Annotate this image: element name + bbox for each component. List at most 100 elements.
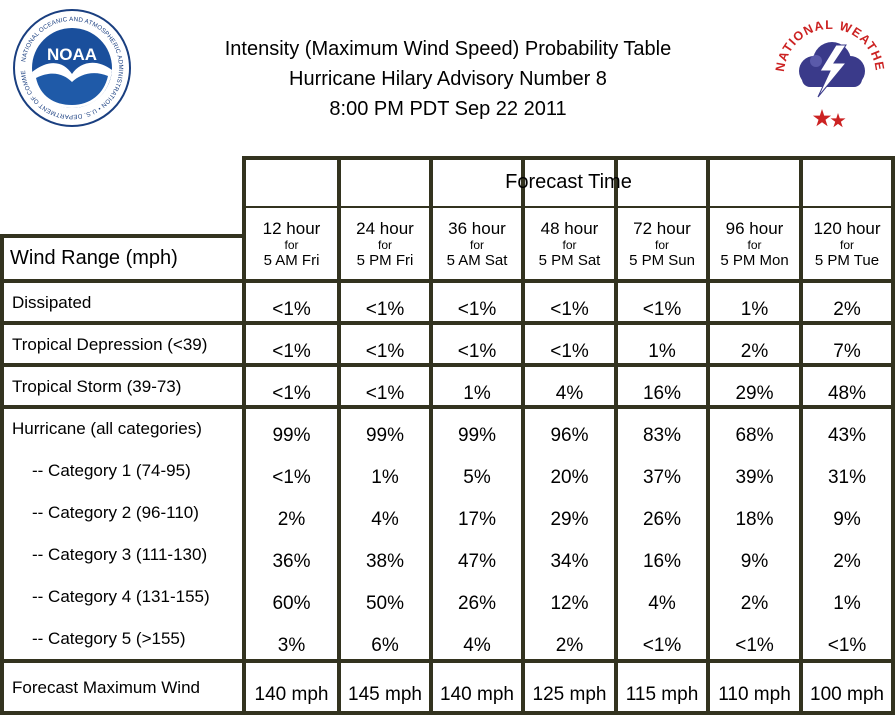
column-divider (891, 156, 895, 714)
column-when: 5 PM Mon (720, 252, 789, 269)
table-cell: 18% (735, 509, 774, 530)
table-cell: 115 mph (625, 684, 699, 705)
left-border (0, 234, 4, 714)
table-cell: 50% (365, 593, 405, 614)
table-cell: 1% (833, 593, 861, 614)
forecast-top-border (242, 156, 895, 160)
table-cell: 2% (277, 509, 306, 530)
column-for: for (469, 238, 484, 252)
row-divider (0, 711, 895, 715)
table-cell: <1% (272, 299, 311, 320)
table-cell: 12% (550, 593, 589, 614)
forecast-time-separator (244, 206, 893, 208)
table-cell: <1% (550, 341, 589, 362)
column-divider (242, 156, 246, 714)
noaa-logo-text: NOAA (47, 45, 97, 64)
title-line-1: Intensity (Maximum Wind Speed) Probabili… (224, 38, 672, 60)
row-divider (0, 321, 895, 325)
table-cell: <1% (272, 341, 311, 362)
table-cell: 5% (463, 467, 491, 488)
table-cell: <1% (365, 341, 405, 362)
table-cell: 16% (642, 551, 682, 572)
table-cell: 36% (272, 551, 311, 572)
row-label: -- Category 5 (>155) (32, 629, 186, 648)
row-divider (0, 405, 895, 409)
column-header: 36 hour for 5 AM Sat (433, 219, 521, 269)
column-hours: 96 hour (725, 219, 784, 238)
column-divider (429, 156, 433, 714)
table-cell: <1% (457, 299, 497, 320)
table-cell: 2% (555, 635, 584, 656)
table-cell: 110 mph (718, 684, 791, 705)
row-label: Tropical Depression (<39) (12, 335, 208, 354)
row-label: Dissipated (12, 293, 92, 312)
table-cell: <1% (550, 299, 589, 320)
row-label: -- Category 1 (74-95) (32, 461, 191, 480)
table-cell: 1% (463, 383, 491, 404)
title-line-3: 8:00 PM PDT Sep 22 2011 (329, 98, 567, 120)
column-hours: 12 hour (262, 219, 321, 238)
table-cell: 47% (457, 551, 497, 572)
row-label: Hurricane (all categories) (12, 419, 202, 438)
column-when: 5 AM Sat (446, 252, 508, 269)
table-cell: 145 mph (348, 684, 422, 705)
row-label: -- Category 3 (111-130) (32, 545, 208, 564)
table-cell: <1% (827, 635, 867, 656)
table-cell: 7% (833, 341, 861, 362)
table-cell: <1% (272, 383, 311, 404)
table-cell: 48% (827, 383, 867, 404)
row-divider (0, 659, 895, 663)
wind-range-header: Wind Range (mph) (10, 247, 178, 269)
column-divider (799, 156, 803, 714)
column-hours: 24 hour (356, 219, 414, 238)
column-for: for (377, 238, 392, 252)
column-for: for (839, 238, 854, 252)
table-cell: <1% (365, 383, 405, 404)
wind-range-top-border (0, 234, 244, 238)
column-divider (521, 156, 525, 714)
row-divider (0, 279, 895, 283)
column-when: 5 PM Sun (629, 252, 695, 269)
row-label: -- Category 4 (131-155) (32, 587, 210, 606)
table-cell: 99% (457, 425, 497, 446)
table-cell: 6% (371, 635, 399, 656)
column-header: 12 hour for 5 AM Fri (246, 219, 337, 269)
table-cell: 100 mph (810, 684, 884, 705)
table-cell: 140 mph (254, 684, 329, 705)
column-divider (614, 156, 618, 714)
table-cell: <1% (642, 635, 682, 656)
table-cell: 96% (550, 425, 589, 446)
table-cell: 99% (272, 425, 311, 446)
table-cell: 39% (735, 467, 774, 488)
table-cell: <1% (457, 341, 497, 362)
table-cell: 37% (642, 467, 682, 488)
column-divider (706, 156, 710, 714)
column-hours: 36 hour (448, 219, 506, 238)
page-title: Intensity (Maximum Wind Speed) Probabili… (148, 34, 748, 124)
table-cell: 17% (457, 509, 497, 530)
nws-logo: NATIONAL WEATHER SERVICE (770, 5, 886, 128)
forecast-time-header: Forecast Time (505, 171, 632, 193)
table-cell: 83% (642, 425, 682, 446)
column-header: 96 hour for 5 PM Mon (710, 219, 799, 269)
table-cell: 9% (833, 509, 861, 530)
row-label: Tropical Storm (39-73) (12, 377, 182, 396)
column-header: 72 hour for 5 PM Sun (618, 219, 706, 269)
column-header: 24 hour for 5 PM Fri (341, 219, 429, 269)
title-line-2: Hurricane Hilary Advisory Number 8 (289, 68, 607, 90)
table-cell: 1% (648, 341, 676, 362)
table-cell: 4% (648, 593, 676, 614)
table-cell: 38% (365, 551, 405, 572)
table-cell: 1% (371, 467, 399, 488)
table-cell: 2% (740, 341, 769, 362)
row-label: -- Category 2 (96-110) (32, 503, 199, 522)
table-cell: 4% (371, 509, 399, 530)
noaa-logo: NATIONAL OCEANIC AND ATMOSPHERIC ADMINIS… (12, 8, 131, 127)
table-cell: <1% (272, 467, 311, 488)
column-for: for (654, 238, 669, 252)
table-cell: 29% (550, 509, 589, 530)
column-hours: 120 hour (813, 219, 881, 238)
column-hours: 72 hour (633, 219, 691, 238)
table-cell: <1% (365, 299, 405, 320)
